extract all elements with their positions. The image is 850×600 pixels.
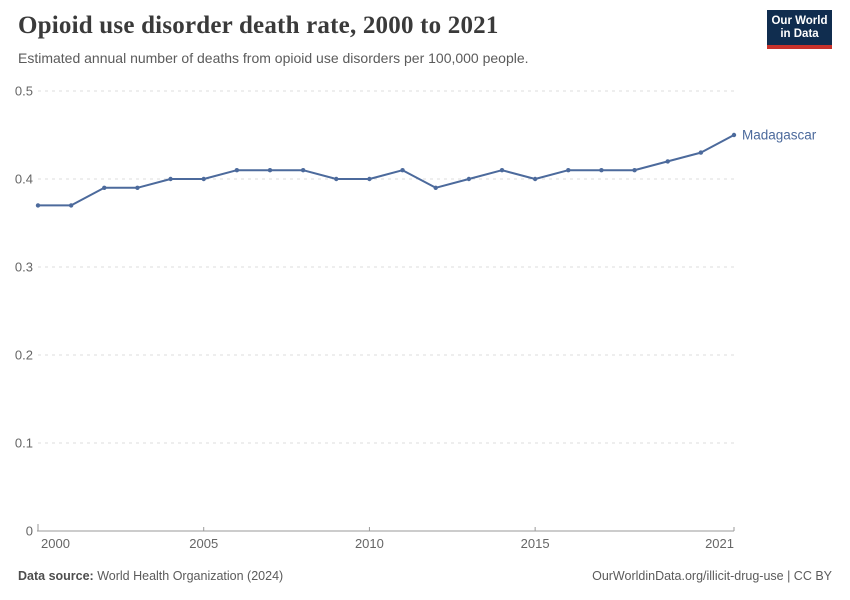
data-point xyxy=(35,203,41,208)
series-end-label: Madagascar xyxy=(742,128,817,143)
data-point xyxy=(300,168,306,173)
credit-line: OurWorldinData.org/illicit-drug-use | CC… xyxy=(592,569,832,583)
data-point xyxy=(334,176,339,182)
y-tick-label: 0.2 xyxy=(15,348,33,363)
data-point xyxy=(102,185,107,190)
data-point xyxy=(400,168,405,173)
data-point xyxy=(267,168,273,173)
data-point xyxy=(201,176,206,182)
owid-logo: Our World in Data xyxy=(767,10,832,49)
x-tick-label: 2005 xyxy=(189,536,218,551)
data-source: Data source: World Health Organization (… xyxy=(18,569,283,583)
data-source-value: World Health Organization (2024) xyxy=(93,569,284,583)
y-tick-label: 0.4 xyxy=(15,172,33,187)
data-point xyxy=(433,185,438,190)
line-series xyxy=(37,134,735,207)
x-tick-label: 2015 xyxy=(521,536,550,551)
data-point xyxy=(68,203,74,208)
y-tick-label: 0.1 xyxy=(15,436,33,451)
data-point xyxy=(599,168,604,173)
data-point xyxy=(168,176,173,182)
data-point xyxy=(499,168,505,173)
data-point xyxy=(632,168,637,173)
owid-logo-line1: Our World xyxy=(771,15,828,27)
data-point xyxy=(698,150,704,155)
data-point xyxy=(234,168,240,173)
y-tick-label: 0.5 xyxy=(15,84,33,99)
data-source-label: Data source: xyxy=(18,569,94,583)
chart-subtitle: Estimated annual number of deaths from o… xyxy=(18,50,529,66)
data-point xyxy=(367,176,372,182)
x-tick-label: 2010 xyxy=(355,536,384,551)
data-point xyxy=(532,176,538,182)
y-tick-label: 0 xyxy=(26,524,33,539)
owid-logo-line2: in Data xyxy=(780,28,819,40)
data-point xyxy=(566,168,571,173)
data-point xyxy=(135,185,140,190)
data-point xyxy=(731,132,737,138)
x-tick-label: 2000 xyxy=(41,536,70,551)
y-tick-label: 0.3 xyxy=(15,260,33,275)
data-point xyxy=(665,159,670,164)
data-point xyxy=(466,176,472,182)
x-tick-label: 2021 xyxy=(705,536,734,551)
chart-title: Opioid use disorder death rate, 2000 to … xyxy=(18,12,499,39)
